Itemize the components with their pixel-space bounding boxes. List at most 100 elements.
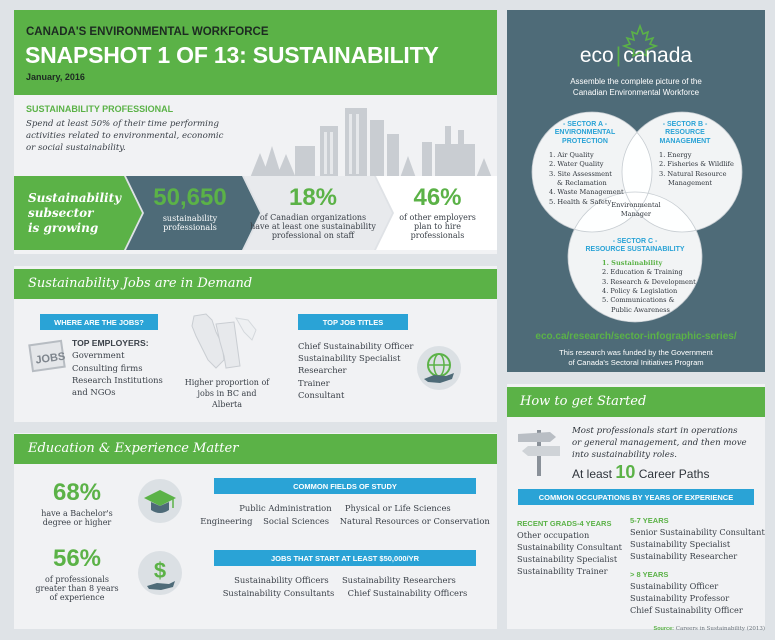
intro-line-1: Spend at least 50% of their time perform… xyxy=(26,119,219,129)
jobs-icon-text: JOBS xyxy=(35,351,66,367)
sector-b-list: 1. Energy 2. Fisheries & Wildlife 3. Nat… xyxy=(659,151,734,188)
eco-tagline-line-2: Canadian Environmental Workforce xyxy=(572,87,700,97)
sector-b-item: Management xyxy=(668,179,713,188)
eco-logo: eco|canada xyxy=(579,44,693,67)
intro-text: Spend at least 50% of their time perform… xyxy=(26,118,223,155)
jobs50-item: Sustainability Consultants xyxy=(222,588,335,598)
paths-prefix: At least xyxy=(572,467,613,481)
growing-stat-2-line-3: professional on staff xyxy=(271,231,355,240)
canada-map-icon xyxy=(191,313,257,369)
col1-item: Sustainability Consultant xyxy=(517,541,622,552)
sector-b-name-1: RESOURCE xyxy=(665,129,705,137)
funded-line-2: of Canada's Sectoral Initiatives Program xyxy=(568,358,704,368)
center-line-2: Manager xyxy=(620,209,652,218)
job-title-item: Chief Sustainability Officer xyxy=(298,341,414,351)
jobs-heading: Sustainability Jobs are in Demand xyxy=(28,276,253,291)
header-green-band xyxy=(14,10,497,95)
col1-item: Sustainability Specialist xyxy=(517,553,618,564)
growing-stat-1-line-1: sustainability xyxy=(162,214,218,223)
intro-line-3: or social sustainability. xyxy=(26,143,126,154)
where-jobs-tag: WHERE ARE THE JOBS? xyxy=(40,314,158,330)
fields-row-2: Engineering Social Sciences Natural Reso… xyxy=(200,516,490,526)
growing-label-line-3: is growing xyxy=(28,221,99,235)
map-caption: Higher proportion of jobs in BC and Albe… xyxy=(182,377,272,411)
jobs50-item: Chief Sustainability Officers xyxy=(347,588,468,598)
employers-block: TOP EMPLOYERS: Government Consulting fir… xyxy=(72,337,163,398)
eco-tagline-line-1: Assemble the complete picture of the xyxy=(570,77,702,86)
sector-c-item: 4. Policy & Legislation xyxy=(602,287,678,296)
growing-stat-1: 50,650 sustainability professionals xyxy=(140,184,240,232)
career-paths: At least 10 Career Paths xyxy=(572,462,709,483)
funded-text: This research was funded by the Governme… xyxy=(507,348,765,369)
sector-c-item: 5. Communications & xyxy=(602,296,675,305)
jobs50-row-2: Sustainability Consultants Chief Sustain… xyxy=(214,588,476,598)
education-panel xyxy=(14,433,497,629)
sector-b-item: 1. Energy xyxy=(659,151,692,159)
map-caption-line-2: jobs in BC and Alberta xyxy=(197,389,257,410)
field-item: Engineering xyxy=(200,516,253,526)
sector-a-label: - SECTOR A - xyxy=(562,121,608,128)
sector-a-item: 4. Waste Management xyxy=(549,188,624,197)
sector-c-name: RESOURCE SUSTAINABILITY xyxy=(585,246,685,254)
employer-item: Consulting firms xyxy=(72,362,143,373)
started-heading: How to get Started xyxy=(520,394,647,409)
started-heading-bar xyxy=(507,387,765,417)
edu-stat-1-line-1: have a Bachelor's xyxy=(41,509,113,518)
started-text-line-2: or general management, and then move xyxy=(572,438,747,449)
field-item: Public Administration xyxy=(239,503,332,513)
globe-hand-icon xyxy=(417,346,461,390)
sector-a-item: 1. Air Quality xyxy=(549,151,594,159)
top-titles-tag: TOP JOB TITLES xyxy=(298,314,408,330)
job-title-item: Trainer xyxy=(298,377,330,388)
sector-b-title: - SECTOR B - RESOURCE MANAGEMENT xyxy=(640,121,730,146)
started-text: Most professionals start in operations o… xyxy=(572,425,747,461)
occupations-tag: COMMON OCCUPATIONS BY YEARS OF EXPERIENC… xyxy=(518,489,754,505)
field-item: Natural Resources or Conservation xyxy=(339,516,490,526)
sector-b-item: 3. Natural Resource xyxy=(659,169,727,178)
map-caption-line-1: Higher proportion of xyxy=(184,378,270,387)
growing-label: Sustainability subsector is growing xyxy=(28,191,121,236)
sector-a-item: & Reclamation xyxy=(557,179,607,188)
edu-stat-1-line-2: degree or higher xyxy=(42,518,112,527)
sector-a-item: 2. Water Quality xyxy=(549,160,604,169)
edu-stat-1-value: 68% xyxy=(52,479,102,506)
source-label: Source: xyxy=(653,626,675,632)
funded-line-1: This research was funded by the Governme… xyxy=(559,348,713,357)
job-title-item: Consultant xyxy=(298,389,345,400)
col2-list: Senior Sustainability Consultant Sustain… xyxy=(630,527,765,563)
employer-item: and NGOs xyxy=(72,387,116,398)
col1-list: Other occupation Sustainability Consulta… xyxy=(517,530,622,578)
col1-item: Other occupation xyxy=(517,530,590,540)
jobs-heading-bar xyxy=(14,269,497,299)
center-line-1: Environmental xyxy=(611,201,661,209)
source-note: Source: Careers in Sustainability (2013) xyxy=(632,626,765,632)
eco-url[interactable]: eco.ca/research/sector-infographic-serie… xyxy=(535,331,737,342)
growing-label-line-2: subsector xyxy=(28,206,94,220)
started-text-line-1: Most professionals start in operations xyxy=(572,426,738,436)
growing-stat-3-line-1: of other employers xyxy=(399,213,476,222)
venn-outlines xyxy=(531,111,743,323)
sector-a-name-2: PROTECTION xyxy=(562,137,608,145)
page-title: SNAPSHOT 1 OF 13: SUSTAINABILITY xyxy=(25,42,439,68)
sector-c-list: 1. Sustainability 2. Education & Trainin… xyxy=(602,259,696,315)
growing-arrows xyxy=(14,176,497,250)
header-date: January, 2016 xyxy=(26,72,85,82)
employer-item: Government xyxy=(72,350,125,361)
growing-label-line-1: Sustainability xyxy=(28,191,122,205)
source-text: Careers in Sustainability (2013) xyxy=(675,626,765,632)
col2-head: 5-7 YEARS xyxy=(630,516,669,525)
col3-item: Sustainability Officer xyxy=(630,581,719,591)
growing-stat-2-line-1: of Canadian organizations xyxy=(259,213,367,222)
started-panel xyxy=(507,384,765,629)
col2-item: Senior Sustainability Consultant xyxy=(630,527,765,537)
sector-c-item: Public Awareness xyxy=(611,305,670,314)
col3-item: Sustainability Professor xyxy=(630,592,730,603)
paths-suffix: Career Paths xyxy=(638,467,710,481)
sector-a-item: 3. Site Assessment xyxy=(549,169,612,178)
jobs50-item: Sustainability Officers xyxy=(234,575,329,585)
eco-logo-right: canada xyxy=(623,44,693,67)
edu-stat-1: 68% have a Bachelor's degree or higher xyxy=(32,479,122,527)
growing-stat-3-line-2: plan to hire xyxy=(414,222,461,231)
dollar-hand-icon: $ xyxy=(138,551,182,595)
growing-stat-1-value: 50,650 xyxy=(153,184,227,211)
